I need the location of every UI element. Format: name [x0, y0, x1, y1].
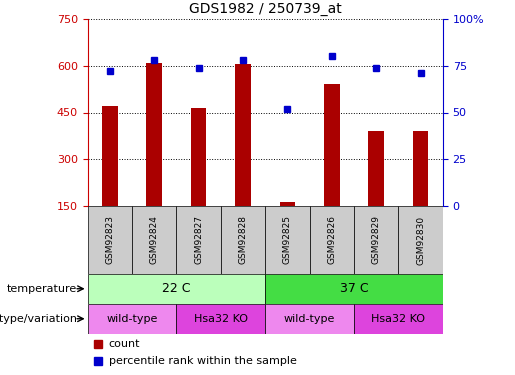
Text: 22 C: 22 C — [162, 282, 191, 295]
Bar — [191, 108, 207, 206]
Text: GSM92823: GSM92823 — [105, 216, 114, 264]
Bar — [176, 206, 221, 274]
Text: genotype/variation: genotype/variation — [0, 314, 77, 324]
Text: Hsa32 KO: Hsa32 KO — [371, 314, 425, 324]
Text: Hsa32 KO: Hsa32 KO — [194, 314, 248, 324]
Bar — [265, 304, 354, 334]
Bar — [265, 206, 310, 274]
Text: GSM92830: GSM92830 — [416, 215, 425, 265]
Bar — [369, 131, 384, 206]
Text: 37 C: 37 C — [340, 282, 368, 295]
Bar — [324, 84, 339, 206]
Bar — [235, 64, 251, 206]
Text: GSM92828: GSM92828 — [238, 216, 248, 264]
Bar — [132, 206, 176, 274]
Text: wild-type: wild-type — [284, 314, 335, 324]
Bar — [265, 274, 443, 304]
Text: GSM92824: GSM92824 — [150, 216, 159, 264]
Text: GSM92829: GSM92829 — [372, 216, 381, 264]
Text: GSM92827: GSM92827 — [194, 216, 203, 264]
Bar — [102, 106, 117, 206]
Bar — [399, 206, 443, 274]
Bar — [88, 304, 176, 334]
Bar — [310, 206, 354, 274]
Bar — [354, 304, 443, 334]
Text: percentile rank within the sample: percentile rank within the sample — [109, 356, 297, 366]
Text: count: count — [109, 339, 141, 349]
Text: GSM92825: GSM92825 — [283, 216, 292, 264]
Bar — [88, 274, 265, 304]
Text: wild-type: wild-type — [106, 314, 158, 324]
Bar — [354, 206, 399, 274]
Bar — [88, 206, 132, 274]
Bar — [146, 63, 162, 206]
Bar — [413, 131, 428, 206]
Text: temperature: temperature — [7, 284, 77, 294]
Bar — [221, 206, 265, 274]
Bar — [280, 202, 295, 206]
Title: GDS1982 / 250739_at: GDS1982 / 250739_at — [189, 2, 341, 16]
Text: GSM92826: GSM92826 — [328, 216, 336, 264]
Bar — [176, 304, 265, 334]
